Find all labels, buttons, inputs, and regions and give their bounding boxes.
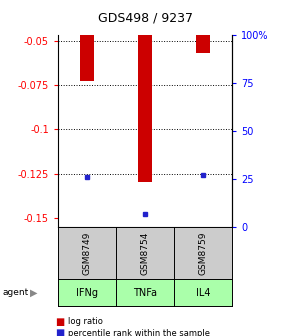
Text: agent: agent: [3, 288, 29, 297]
Text: log ratio: log ratio: [68, 317, 103, 326]
Text: ■: ■: [55, 317, 64, 327]
Text: TNFa: TNFa: [133, 288, 157, 298]
Text: IL4: IL4: [196, 288, 210, 298]
Text: percentile rank within the sample: percentile rank within the sample: [68, 329, 210, 336]
Bar: [196, 35, 210, 53]
Text: GSM8754: GSM8754: [140, 231, 150, 275]
Bar: [80, 35, 94, 81]
Bar: [138, 35, 152, 182]
Text: GSM8759: GSM8759: [198, 231, 208, 275]
Text: ▶: ▶: [30, 288, 37, 298]
Text: GDS498 / 9237: GDS498 / 9237: [97, 12, 193, 25]
Text: ■: ■: [55, 328, 64, 336]
Text: GSM8749: GSM8749: [82, 231, 92, 275]
Text: IFNg: IFNg: [76, 288, 98, 298]
